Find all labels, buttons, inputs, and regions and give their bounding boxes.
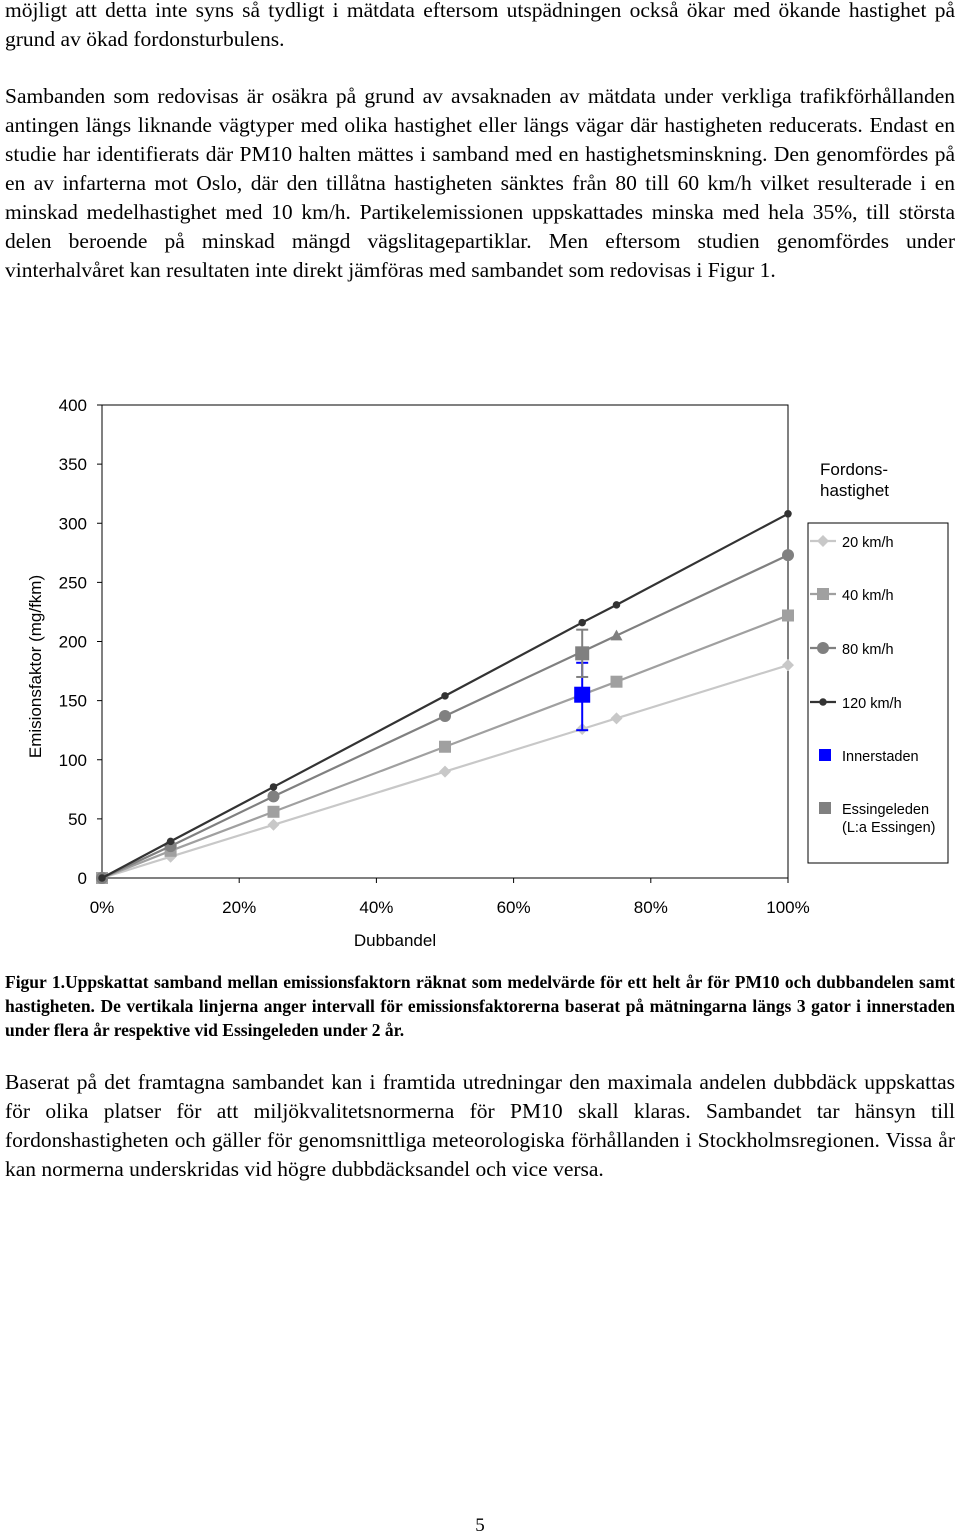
series-point xyxy=(782,549,794,562)
y-tick-label: 250 xyxy=(59,573,87,592)
series-point xyxy=(267,805,280,818)
series-point xyxy=(782,609,794,622)
legend-title: Fordons- xyxy=(820,460,888,479)
legend-label: 120 km/h xyxy=(842,696,902,712)
legend-label: 20 km/h xyxy=(842,535,894,551)
body-paragraph-conclusion: Baserat på det framtagna sambandet kan i… xyxy=(5,1070,955,1181)
x-tick-label: 60% xyxy=(497,898,531,917)
series-point xyxy=(439,740,451,753)
series-point xyxy=(784,510,792,518)
legend-label: 80 km/h xyxy=(842,642,894,658)
x-axis-label: Dubbandel xyxy=(354,931,436,950)
series-point xyxy=(610,712,623,725)
legend-label: (L:a Essingen) xyxy=(842,820,936,836)
measurement-point xyxy=(574,686,591,703)
series-point xyxy=(439,765,451,778)
x-tick-label: 100% xyxy=(766,898,809,917)
caption-text: Uppskattat samband mellan emissionsfakto… xyxy=(5,972,955,1040)
legend-label: 40 km/h xyxy=(842,588,894,604)
y-tick-label: 200 xyxy=(59,633,87,652)
legend-label: Innerstaden xyxy=(842,749,919,765)
series-point xyxy=(610,629,623,641)
x-tick-label: 80% xyxy=(634,898,668,917)
series-point xyxy=(98,874,106,882)
series-point xyxy=(269,783,278,791)
y-axis-label: Emisionsfaktor (mg/fkm) xyxy=(26,575,45,758)
legend-title: hastighet xyxy=(820,481,889,500)
y-tick-label: 100 xyxy=(59,751,87,770)
y-tick-label: 0 xyxy=(78,869,87,888)
legend-marker xyxy=(817,535,829,547)
x-tick-label: 40% xyxy=(359,898,393,917)
y-tick-label: 400 xyxy=(59,396,87,415)
figure-caption: Figur 1.Uppskattat samband mellan emissi… xyxy=(5,970,955,1042)
series-point xyxy=(267,790,280,803)
y-tick-label: 350 xyxy=(59,455,87,474)
plot-area xyxy=(101,404,789,879)
legend-marker xyxy=(817,642,829,654)
series-line xyxy=(101,614,789,880)
intro-paragraph: möjligt att detta inte syns så tydligt i… xyxy=(5,0,955,51)
legend-marker xyxy=(817,588,829,600)
series-line xyxy=(101,554,789,879)
series-point xyxy=(578,618,586,627)
legend-marker xyxy=(819,802,831,814)
legend-marker xyxy=(819,749,831,761)
x-tick-label: 20% xyxy=(222,898,256,917)
page-number: 5 xyxy=(475,1515,485,1536)
figure-1-chart: 0 50 100 150 200 250 300 350 400 0% 20% 40% 60% 80% 10… xyxy=(26,396,949,950)
series-point xyxy=(439,709,451,722)
x-tick-label: 0% xyxy=(90,898,115,917)
legend-label: Essingeleden xyxy=(842,802,929,818)
series-point xyxy=(612,601,621,609)
legend-box xyxy=(807,522,949,864)
series-point xyxy=(610,675,623,688)
series-point xyxy=(441,692,449,700)
y-tick-label: 150 xyxy=(59,692,87,711)
body-paragraph-speed: Sambanden som redovisas är osäkra på gru… xyxy=(5,84,955,282)
series-point xyxy=(267,818,280,831)
legend-marker xyxy=(819,698,827,706)
series-point xyxy=(782,659,794,672)
measurement-point xyxy=(575,646,590,661)
y-tick-label: 50 xyxy=(68,810,87,829)
series-point xyxy=(166,837,175,846)
y-tick-label: 300 xyxy=(59,514,87,533)
caption-label: Figur 1. xyxy=(5,972,65,992)
